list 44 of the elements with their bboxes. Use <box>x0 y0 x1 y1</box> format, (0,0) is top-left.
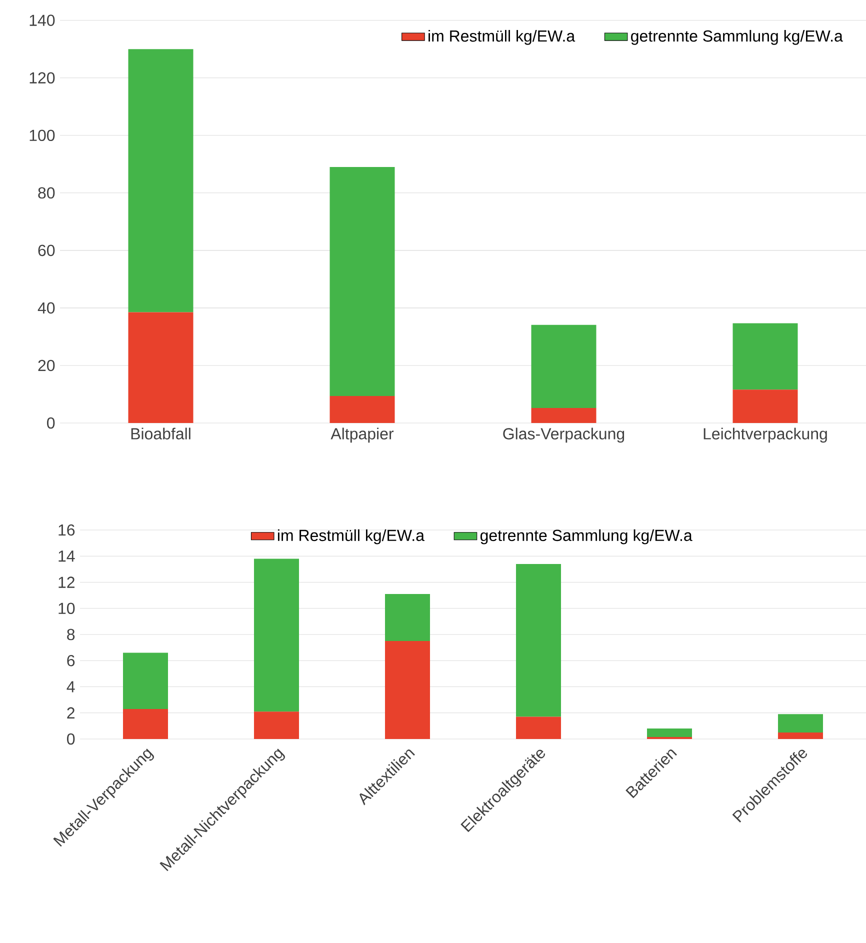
y-tick-label: 8 <box>66 628 74 640</box>
y-tick-label: 0 <box>66 733 75 745</box>
y-tick-label: 16 <box>58 524 74 536</box>
y-tick-label: 6 <box>67 654 74 666</box>
legend-label: getrennte Sammlung kg/EW.a <box>630 30 843 45</box>
bar <box>732 390 798 423</box>
x-tick-label: Leichtverpackung <box>704 428 827 443</box>
bar <box>531 408 596 423</box>
legend-label: im Restmüll kg/EW.a <box>428 30 575 45</box>
y-tick-label: 140 <box>30 14 55 26</box>
bar <box>646 728 692 738</box>
y-tick-label: 60 <box>38 244 55 256</box>
y-tick-label: 80 <box>38 187 55 199</box>
legend-label: im Restmüll kg/EW.a <box>278 529 424 544</box>
y-tick-label: 12 <box>58 576 74 588</box>
bar <box>778 714 823 732</box>
y-tick-label: 10 <box>58 602 75 614</box>
bar <box>122 652 168 709</box>
bar <box>330 396 395 423</box>
legend-label: getrennte Sammlung kg/EW.a <box>480 529 692 544</box>
y-tick-label: 120 <box>30 72 55 84</box>
y-tick-label: 14 <box>58 550 75 562</box>
bar <box>122 708 168 739</box>
bar <box>384 641 430 739</box>
bar <box>254 558 299 712</box>
y-tick-label: 2 <box>67 707 74 718</box>
bar <box>330 167 395 396</box>
bar <box>128 49 194 312</box>
bar <box>128 312 194 423</box>
bar <box>254 712 299 739</box>
y-tick-label: 4 <box>66 681 75 692</box>
x-tick-label: Glas-Verpackung <box>503 428 624 443</box>
x-tick-label: Bioabfall <box>131 428 190 440</box>
bar <box>384 594 430 642</box>
y-tick-label: 0 <box>46 417 55 429</box>
x-tick-label: Altpapier <box>330 428 394 443</box>
bar <box>732 323 798 390</box>
bar <box>516 716 561 739</box>
bar <box>516 564 561 717</box>
bar <box>778 732 823 739</box>
y-tick-label: 20 <box>38 360 55 372</box>
y-tick-label: 40 <box>38 302 55 314</box>
bar <box>531 324 596 408</box>
y-tick-label: 100 <box>30 130 55 142</box>
